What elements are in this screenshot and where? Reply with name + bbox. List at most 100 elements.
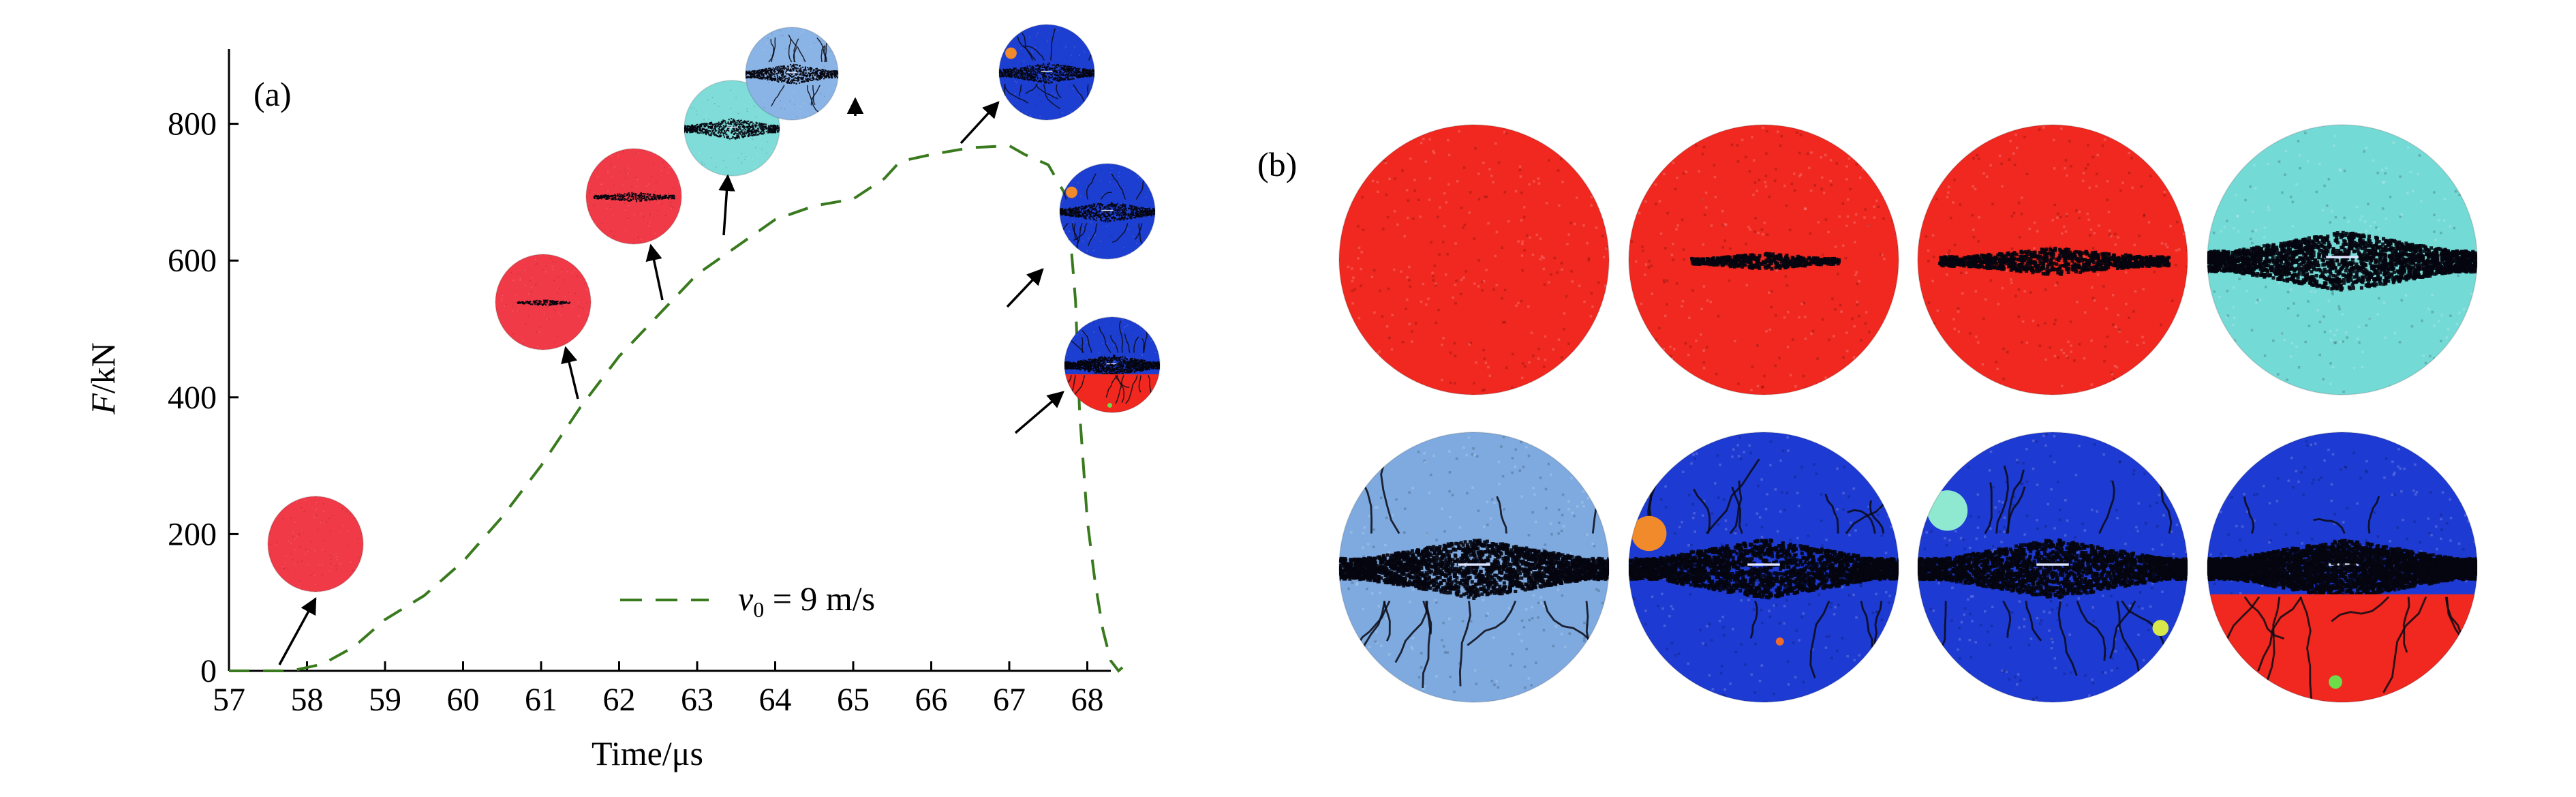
fracture-band-speck	[1040, 69, 1042, 71]
fracture-band-speck	[839, 75, 840, 76]
fracture-band-speck	[707, 127, 709, 129]
fracture-band-speck	[752, 128, 754, 130]
texture-speck	[586, 312, 587, 313]
fracture-band-speck	[727, 136, 729, 138]
fracture-band-speck	[1064, 213, 1066, 215]
fracture-band-speck	[1096, 74, 1097, 75]
texture-speck	[1080, 210, 1082, 212]
fracture-band-speck	[1124, 211, 1126, 213]
fracture-band-speck	[719, 123, 721, 126]
fracture-band-speck	[1120, 207, 1122, 209]
fracture-band-speck	[1082, 76, 1085, 78]
texture-speck	[653, 163, 654, 164]
fracture-band-speck	[758, 124, 760, 126]
fracture-band-speck	[682, 130, 684, 132]
fracture-band-speck	[711, 127, 713, 130]
texture-speck	[748, 157, 749, 160]
fracture-band-speck	[1156, 213, 1158, 215]
fracture-band-speck	[1108, 208, 1110, 210]
fracture-band-speck	[1041, 69, 1043, 71]
disc-outline	[998, 24, 1095, 121]
texture-speck	[324, 551, 326, 553]
fracture-band-speck	[733, 133, 735, 135]
fracture-band-speck	[1084, 68, 1086, 70]
fracture-band-speck	[1063, 68, 1065, 70]
texture-speck	[1121, 329, 1123, 331]
fracture-band-speck	[1071, 76, 1073, 78]
fracture-band-speck	[1065, 209, 1067, 211]
texture-speck	[283, 567, 285, 569]
fracture-band-speck	[1097, 204, 1099, 206]
fracture-band-speck	[761, 74, 763, 76]
fracture-band-speck	[623, 195, 626, 197]
fracture-band-speck	[824, 72, 826, 74]
fracture-band-speck	[653, 194, 655, 196]
fracture-band-speck	[1122, 213, 1124, 215]
texture-speck	[314, 550, 316, 552]
fracture-band-speck	[1002, 76, 1005, 78]
fracture-band-speck	[1063, 78, 1065, 80]
fracture-band-speck	[1154, 209, 1155, 211]
fracture-band-speck	[1073, 211, 1075, 214]
fracture-band-speck	[777, 130, 779, 132]
texture-speck	[1102, 343, 1103, 344]
fracture-band-speck	[1098, 211, 1100, 213]
texture-speck	[636, 152, 638, 153]
fracture-band-speck	[765, 130, 767, 133]
texture-speck	[611, 207, 612, 209]
texture-speck	[787, 43, 788, 44]
texture-speck	[566, 271, 568, 273]
fracture-band-speck	[1094, 209, 1096, 211]
fracture-band-speck	[1098, 202, 1100, 205]
texture-speck	[1039, 94, 1040, 95]
fracture-band-speck	[731, 132, 733, 134]
fracture-band-speck	[773, 69, 776, 71]
fracture-band-speck	[724, 119, 726, 122]
fracture-band-speck	[1157, 211, 1159, 213]
fracture-band-speck	[756, 125, 758, 127]
fracture-band-speck	[1140, 211, 1142, 213]
texture-speck	[1143, 358, 1144, 360]
fracture-band-speck	[536, 303, 538, 305]
fracture-band-speck	[782, 130, 783, 131]
texture-speck	[519, 280, 521, 281]
fracture-band-speck	[751, 75, 753, 77]
fracture-band-speck	[1077, 72, 1079, 74]
fracture-band-speck	[829, 70, 831, 72]
fracture-band-speck	[710, 121, 713, 123]
texture-speck	[1015, 80, 1016, 82]
fracture-band-speck	[1157, 215, 1159, 216]
fracture-band-speck	[1056, 64, 1058, 66]
fracture-band-speck	[1126, 218, 1128, 220]
fracture-band-speck	[713, 127, 715, 130]
fracture-band-speck	[1023, 74, 1025, 76]
fracture-band-speck	[776, 73, 778, 75]
texture-speck	[762, 55, 764, 56]
fracture-band-speck	[1141, 208, 1144, 210]
texture-speck	[320, 522, 321, 524]
fracture-band-speck	[1009, 68, 1011, 70]
fracture-band-speck	[776, 68, 778, 70]
fracture-band-speck	[775, 127, 777, 130]
texture-speck	[530, 280, 531, 282]
fracture-band-speck	[1097, 70, 1098, 71]
fracture-band-speck	[682, 131, 684, 132]
fracture-band-speck	[697, 127, 699, 129]
fracture-band-speck	[1026, 78, 1028, 80]
fracture-band-speck	[756, 77, 758, 79]
fracture-band-speck	[1123, 219, 1125, 221]
fracture-band-speck	[831, 73, 833, 75]
fracture-band-speck	[1064, 209, 1067, 211]
fracture-band-speck	[1086, 209, 1088, 211]
texture-speck	[796, 116, 797, 117]
fracture-band-speck	[1044, 66, 1046, 69]
fracture-band-speck	[1115, 209, 1117, 211]
texture-speck	[560, 314, 562, 316]
fracture-band-speck	[690, 130, 692, 132]
fracture-band-speck	[1058, 209, 1059, 211]
fracture-band-speck	[607, 194, 609, 197]
fracture-band-speck	[1041, 80, 1043, 82]
fracture-band-speck	[1118, 218, 1121, 220]
fracture-band-speck	[741, 134, 743, 136]
fracture-band-speck	[1064, 78, 1066, 80]
